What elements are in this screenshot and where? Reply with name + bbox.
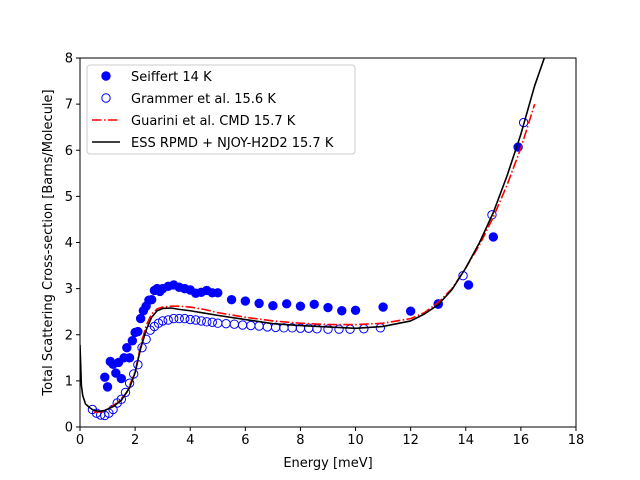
grammer-point	[202, 317, 212, 327]
y-axis: 0 1 2 3 4 5 6 7 8	[65, 52, 80, 436]
y-tick-label: 0	[65, 421, 73, 436]
legend-label-1: Grammer et al. 15.6 K	[131, 92, 276, 107]
x-tick-label: 10	[347, 433, 364, 448]
seiffert-point	[378, 302, 388, 312]
x-tick-label: 8	[296, 433, 304, 448]
seiffert-point	[146, 294, 157, 305]
y-axis-label: Total Scattering Cross-section [Barns/Mo…	[41, 89, 56, 396]
legend-label-2: Guarini et al. CMD 15.7 K	[131, 114, 296, 129]
series-line-3	[80, 58, 546, 413]
y-tick-label: 1	[65, 374, 73, 389]
x-tick-label: 2	[131, 433, 139, 448]
x-tick-label: 16	[513, 433, 530, 448]
seiffert-point	[100, 372, 110, 382]
grammer-point	[180, 313, 190, 324]
seiffert-point	[323, 302, 333, 313]
legend-marker-1	[101, 93, 111, 103]
x-axis-label: Energy [meV]	[283, 456, 372, 471]
seiffert-point	[102, 382, 113, 392]
seiffert-point	[295, 301, 306, 311]
grammer-point	[157, 316, 168, 326]
grammer-point	[168, 313, 179, 324]
x-tick-label: 12	[402, 433, 419, 448]
grammer-point	[334, 324, 344, 334]
seiffert-point	[127, 336, 138, 346]
x-tick-label: 4	[186, 433, 194, 448]
grammer-point	[191, 315, 201, 325]
grammer-point	[120, 387, 131, 398]
y-tick-label: 4	[65, 236, 73, 251]
y-tick-label: 3	[65, 282, 73, 297]
x-tick-label: 0	[76, 433, 84, 448]
seiffert-point	[405, 306, 416, 316]
legend-box	[86, 64, 356, 155]
seiffert-point	[309, 299, 319, 310]
plot-area	[80, 58, 546, 421]
seiffert-point	[350, 305, 361, 315]
grammer-point	[185, 314, 195, 325]
seiffert-point	[133, 326, 143, 337]
grammer-point	[116, 394, 127, 405]
seiffert-point	[488, 232, 499, 242]
seiffert-point	[463, 280, 474, 290]
seiffert-point	[124, 353, 135, 363]
grammer-point	[163, 315, 173, 325]
seiffert-point	[122, 342, 132, 353]
y-tick-label: 7	[65, 98, 73, 113]
x-tick-label: 6	[241, 433, 249, 448]
y-tick-label: 5	[65, 190, 73, 205]
seiffert-point	[116, 373, 127, 384]
y-tick-label: 6	[65, 144, 73, 159]
x-tick-label: 18	[568, 433, 585, 448]
seiffert-point	[254, 298, 264, 309]
seiffert-point	[281, 299, 292, 309]
legend-label-3: ESS RPMD + NJOY-H2D2 15.7 K	[131, 136, 334, 151]
seiffert-point	[135, 313, 146, 324]
seiffert-point	[111, 368, 121, 378]
grammer-point	[207, 317, 217, 327]
legend: Seiffert 14 K Grammer et al. 15.6 K Guarin…	[86, 64, 356, 155]
x-tick-label: 14	[458, 433, 475, 448]
grammer-point	[433, 299, 443, 309]
seiffert-point	[226, 294, 237, 305]
seiffert-point	[213, 288, 223, 298]
seiffert-point	[337, 306, 347, 316]
legend-label-0: Seiffert 14 K	[131, 70, 212, 85]
seiffert-point	[268, 300, 278, 311]
y-tick-label: 8	[65, 52, 73, 67]
grammer-point	[174, 313, 184, 324]
seiffert-point	[240, 296, 251, 306]
grammer-point	[196, 316, 206, 326]
legend-marker-0	[101, 71, 111, 81]
x-axis: 0 2 4 6 8 10 12 14 16 18	[76, 427, 584, 448]
y-tick-label: 2	[65, 328, 73, 343]
